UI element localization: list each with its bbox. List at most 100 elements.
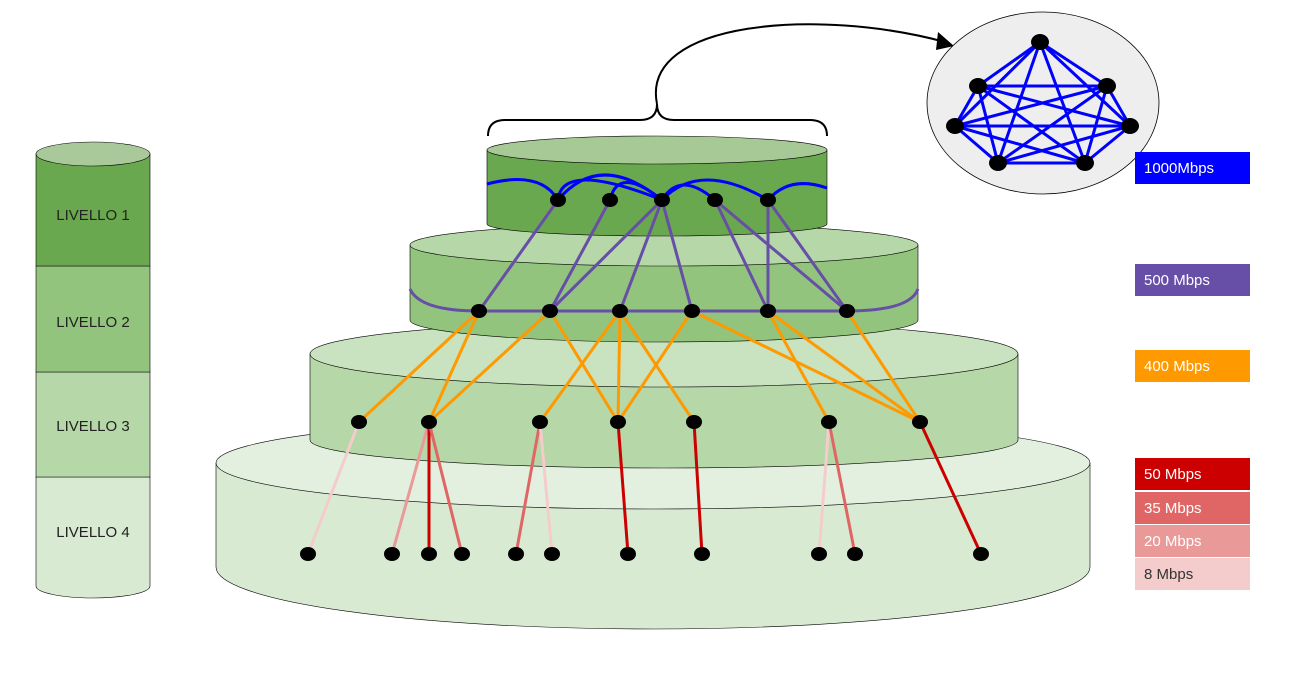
legend-label-4: 50 Mbps [1144, 466, 1202, 483]
l3-node-4 [610, 415, 626, 429]
level-4-label: LIVELLO 4 [56, 524, 129, 541]
l2-node-1 [471, 304, 487, 318]
aggregation-link-3 [660, 198, 694, 313]
level-4-segment [35, 476, 151, 599]
access-link-8 [817, 420, 831, 556]
legend-swatch-4 [1135, 458, 1250, 490]
l4-node-1 [300, 547, 316, 561]
legend-item-2: 500 Mbps [1135, 264, 1250, 296]
mesh-link-4-6 [1084, 124, 1131, 165]
aggregation-link-4 [713, 198, 770, 313]
access-link-10 [918, 420, 983, 556]
mesh-link-3-6 [954, 124, 1086, 165]
legend-item-1: 1000Mbps [1135, 152, 1250, 184]
mesh-link-0-3 [953, 40, 1042, 128]
mesh-node-3 [1098, 78, 1116, 94]
level-1-label: LIVELLO 1 [56, 207, 129, 224]
legend-swatch-1 [1135, 152, 1250, 184]
l4-node-11 [973, 547, 989, 561]
nodes-group [300, 193, 989, 561]
mesh-link-2-3 [954, 84, 1108, 128]
access-link-5 [538, 420, 554, 556]
mesh-node-1 [1031, 34, 1049, 50]
l4-node-9 [811, 547, 827, 561]
distribution-link-3 [548, 309, 620, 424]
access-link-6 [616, 420, 630, 556]
mesh-node-4 [946, 118, 964, 134]
access-link-9 [827, 420, 857, 556]
l4-node-10 [847, 547, 863, 561]
legend-label-5: 35 Mbps [1144, 500, 1202, 517]
legend-label-2: 500 Mbps [1144, 272, 1210, 289]
distribution-link-11 [766, 309, 922, 424]
brace [487, 103, 828, 137]
aggregation-link-8 [548, 198, 664, 313]
legend-item-4: 50 Mbps [1135, 458, 1250, 490]
mesh-link-0-1 [977, 40, 1041, 88]
legend-swatch-5 [1135, 492, 1250, 524]
mesh-node-6 [989, 155, 1007, 171]
zoom-arrow [654, 23, 946, 105]
tier-1-disk [486, 135, 828, 237]
legend-label-7: 8 Mbps [1144, 566, 1193, 583]
legend-label-3: 400 Mbps [1144, 358, 1210, 375]
mesh-link-0-5 [996, 41, 1042, 164]
tier-3-disk [309, 320, 1019, 469]
l1-node-1 [550, 193, 566, 207]
l2-node-6 [839, 304, 855, 318]
l3-node-5 [686, 415, 702, 429]
mesh-link-0-2 [1039, 40, 1108, 88]
distribution-link-5 [616, 309, 622, 424]
level-stack-top [35, 141, 151, 167]
l4-node-4 [454, 547, 470, 561]
level-3-label: LIVELLO 3 [56, 418, 129, 435]
l1-node-3 [654, 193, 670, 207]
access-link-0 [306, 420, 361, 556]
distribution-link-8 [766, 309, 831, 424]
aggregation-link-1 [548, 198, 612, 313]
access-link-7 [692, 420, 704, 556]
l2-node-2 [542, 304, 558, 318]
l4-node-3 [421, 547, 437, 561]
legend-item-3: 400 Mbps [1135, 350, 1250, 382]
full-mesh-inset [926, 11, 1160, 195]
legend-swatch-7 [1135, 558, 1250, 590]
legend-item-6: 20 Mbps [1135, 525, 1250, 557]
mesh-node-2 [969, 78, 987, 94]
l3-node-2 [421, 415, 437, 429]
l2-node-3 [612, 304, 628, 318]
access-link-3 [427, 420, 464, 556]
access-link-1 [390, 420, 431, 556]
l4-node-5 [508, 547, 524, 561]
legend-swatch-6 [1135, 525, 1250, 557]
l3-node-6 [821, 415, 837, 429]
l1-node-4 [707, 193, 723, 207]
distribution-link-0 [357, 309, 481, 424]
level-stack: LIVELLO 1 LIVELLO 2 LIVELLO 3 LIVELLO 4 [35, 141, 151, 599]
l1-node-2 [602, 193, 618, 207]
distribution-link-9 [845, 309, 922, 424]
l1-node-5 [760, 193, 776, 207]
mesh-node-5 [1121, 118, 1139, 134]
distribution-link-6 [616, 309, 694, 424]
level-2-label: LIVELLO 2 [56, 314, 129, 331]
aggregation-link-2 [618, 198, 664, 313]
mesh-link-1-4 [977, 84, 1131, 128]
core-arc-5 [556, 173, 663, 202]
l3-node-3 [532, 415, 548, 429]
l4-node-7 [620, 547, 636, 561]
l4-node-2 [384, 547, 400, 561]
legend-swatch-2 [1135, 264, 1250, 296]
arrow-head [936, 32, 954, 50]
l2-node-4 [684, 304, 700, 318]
l2-node-5 [760, 304, 776, 318]
mesh-link-4-5 [997, 124, 1131, 165]
legend-label-6: 20 Mbps [1144, 533, 1202, 550]
mesh-link-3-5 [954, 124, 999, 165]
access-link-4 [514, 420, 542, 556]
aggregation-link-0 [477, 198, 560, 313]
mesh-link-0-6 [1038, 41, 1087, 164]
links-group [306, 173, 983, 556]
legend-item-7: 8 Mbps [1135, 558, 1250, 590]
